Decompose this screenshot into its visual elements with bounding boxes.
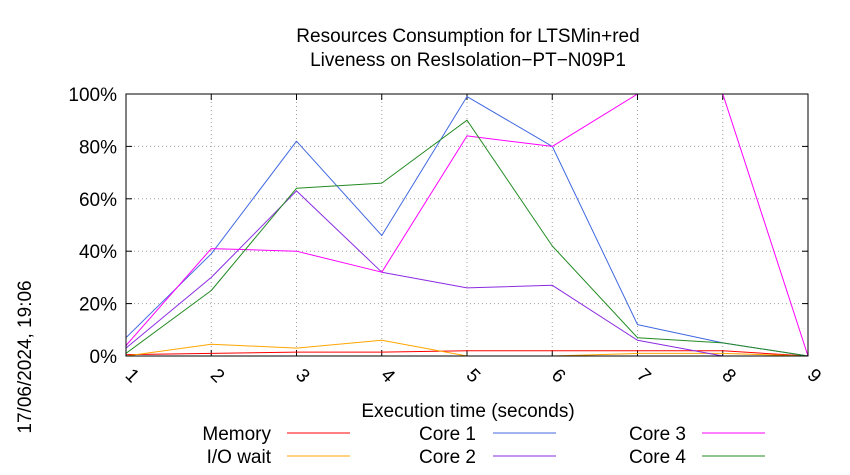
timestamp-label: 17/06/2024, 19:06 <box>15 280 36 433</box>
x-tick-label: 8 <box>717 365 739 387</box>
legend-item-core-2: Core 2 <box>419 447 556 468</box>
y-tick-label: 40% <box>79 242 117 263</box>
x-tick-label: 7 <box>632 365 654 387</box>
y-tick-label: 0% <box>90 347 118 368</box>
x-tick-label: 1 <box>121 365 143 387</box>
y-tick-label: 20% <box>79 295 117 316</box>
x-tick-label: 3 <box>291 365 313 387</box>
legend-item-core-3: Core 3 <box>629 424 765 445</box>
legend-label: Core 2 <box>419 447 476 468</box>
x-tick-label: 6 <box>547 365 569 387</box>
x-tick-label: 5 <box>462 365 484 387</box>
legend-label: Core 3 <box>629 424 686 445</box>
x-tick-label: 9 <box>803 365 825 387</box>
legend-item-memory: Memory <box>202 424 350 445</box>
grid-lines <box>125 93 809 357</box>
x-axis-label: Execution time (seconds) <box>361 401 574 422</box>
plot-frame <box>125 93 809 357</box>
y-tick-label: 80% <box>79 137 117 158</box>
legend-label: I/O wait <box>207 447 272 468</box>
y-tick-label: 60% <box>79 190 117 211</box>
x-tick-labels: 1 2 3 4 5 6 7 8 9 <box>121 365 825 388</box>
legend-item-core-4: Core 4 <box>629 447 765 468</box>
chart-title-line-2: Liveness on ResIsolation−PT−N09P1 <box>310 50 626 71</box>
y-tick-labels: 0% 20% 40% 60% 80% 100% <box>68 85 117 368</box>
chart-title-line-1: Resources Consumption for LTSMin+red <box>296 26 639 47</box>
series-line-core-1 <box>125 96 809 357</box>
legend-item-core-1: Core 1 <box>419 424 556 445</box>
legend-item-i-o-wait: I/O wait <box>207 447 350 468</box>
series-line-core-3 <box>125 93 809 357</box>
series-line-core-2 <box>125 190 808 357</box>
x-tick-label: 4 <box>376 365 399 388</box>
x-tick-label: 2 <box>206 365 228 387</box>
series-lines <box>125 93 809 357</box>
legend-label: Core 1 <box>419 424 476 445</box>
legend-label: Memory <box>202 424 271 445</box>
y-tick-label: 100% <box>68 85 117 106</box>
chart-title: Resources Consumption for LTSMin+red Liv… <box>296 26 639 71</box>
axes <box>125 93 809 357</box>
legend-label: Core 4 <box>629 447 686 468</box>
series-line-core-4 <box>125 119 809 357</box>
